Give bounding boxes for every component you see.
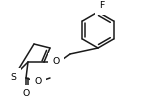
Text: O: O (52, 58, 60, 66)
Text: F: F (99, 1, 105, 11)
Text: O: O (34, 77, 42, 87)
Text: S: S (10, 72, 16, 82)
Text: O: O (22, 90, 30, 98)
